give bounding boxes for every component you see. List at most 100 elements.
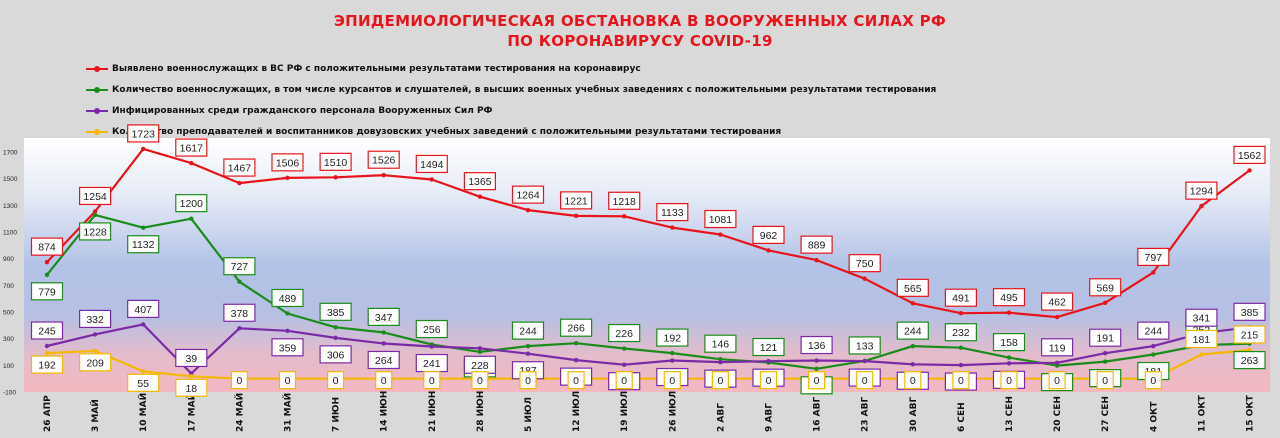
series-preuniversity-data-label: 0 <box>375 371 393 390</box>
series-students-point <box>141 225 146 230</box>
x-tick-label: 6 СЕН <box>957 402 967 432</box>
series-students-data-label: 244 <box>511 321 545 340</box>
svg-text:39: 39 <box>185 353 197 365</box>
svg-text:306: 306 <box>327 349 345 361</box>
series-detected-data-label: 750 <box>848 254 881 273</box>
series-civilians-point <box>1006 361 1012 366</box>
series-detected-point <box>92 209 98 214</box>
series-students-data-label: 121 <box>752 337 785 357</box>
legend-label-students: Количество военнослужащих, в том числе к… <box>112 85 937 95</box>
svg-text:1132: 1132 <box>132 239 155 251</box>
series-students-point <box>477 349 483 355</box>
svg-text:727: 727 <box>231 261 249 273</box>
series-preuniversity-point <box>44 350 50 356</box>
svg-text:385: 385 <box>327 307 345 319</box>
series-detected-data-label: 1723 <box>127 124 160 143</box>
svg-text:1221: 1221 <box>564 195 588 207</box>
series-civilians-data-label: 378 <box>223 303 256 322</box>
series-preuniversity-point <box>1199 352 1204 357</box>
series-students-data-label: 226 <box>608 323 641 343</box>
svg-text:0: 0 <box>910 375 916 387</box>
series-detected-data-label: 491 <box>944 288 978 307</box>
chart-title-line-2: ПО КОРОНАВИРУСУ COVID-19 <box>507 32 773 50</box>
x-tick-label: 28 ИЮН <box>476 391 486 432</box>
legend-swatch-civilians <box>86 108 108 114</box>
series-detected-point <box>1103 300 1108 305</box>
svg-text:158: 158 <box>1000 337 1018 349</box>
series-civilians-point <box>381 341 386 346</box>
series-students-data-label: 489 <box>271 288 304 308</box>
svg-text:1494: 1494 <box>420 159 444 171</box>
legend-item-preuniversity: Количество преподавателей и воспитаннико… <box>86 123 936 141</box>
series-students-data-label: 244 <box>896 321 929 340</box>
series-detected-data-label: 569 <box>1089 278 1122 297</box>
svg-text:1526: 1526 <box>372 155 396 167</box>
series-civilians-point <box>766 359 771 364</box>
legend-item-students: Количество военнослужащих, в том числе к… <box>86 81 936 99</box>
svg-text:121: 121 <box>760 342 778 354</box>
series-students-data-label: 232 <box>944 323 978 342</box>
svg-text:1254: 1254 <box>83 191 107 203</box>
svg-text:1200: 1200 <box>180 198 204 210</box>
svg-text:0: 0 <box>236 375 242 387</box>
series-detected-data-label: 874 <box>30 237 64 256</box>
svg-text:192: 192 <box>664 333 682 345</box>
series-students-point <box>622 346 627 351</box>
svg-text:889: 889 <box>808 240 826 252</box>
series-students-data-label: 347 <box>367 307 400 326</box>
y-tick-label: 300 <box>3 336 14 343</box>
series-students-point <box>1103 359 1108 364</box>
series-detected-data-label: 1264 <box>511 185 545 204</box>
series-detected-point <box>573 213 579 219</box>
svg-text:0: 0 <box>1006 375 1012 387</box>
series-civilians-point <box>814 358 819 363</box>
series-civilians-point <box>1103 351 1108 356</box>
svg-text:1294: 1294 <box>1190 186 1214 198</box>
svg-text:385: 385 <box>1241 307 1259 319</box>
series-detected-point <box>237 180 242 186</box>
series-detected-data-label: 962 <box>752 225 785 244</box>
svg-text:359: 359 <box>279 342 297 354</box>
series-students-point <box>381 330 386 335</box>
svg-text:491: 491 <box>952 293 970 305</box>
svg-text:569: 569 <box>1096 282 1114 294</box>
legend-label-preuniversity: Количество преподавателей и воспитаннико… <box>112 127 782 137</box>
series-detected-data-label: 1365 <box>463 172 496 191</box>
series-detected-point <box>670 225 675 230</box>
svg-text:181: 181 <box>1193 334 1211 346</box>
series-detected-data-label: 495 <box>992 288 1026 307</box>
svg-text:1723: 1723 <box>132 128 156 140</box>
svg-text:407: 407 <box>134 304 152 316</box>
series-civilians-point <box>237 326 242 331</box>
svg-text:215: 215 <box>1241 330 1259 342</box>
x-tick-label: 23 АВГ <box>861 397 871 432</box>
svg-text:1218: 1218 <box>613 196 637 208</box>
chart-title-line-1: ЭПИДЕМИОЛОГИЧЕСКАЯ ОБСТАНОВКА В ВООРУЖЕН… <box>333 12 947 30</box>
series-detected-data-label: 1254 <box>78 186 112 206</box>
series-civilians-data-label: 228 <box>463 355 496 374</box>
svg-text:378: 378 <box>231 308 249 320</box>
series-civilians-data-label: 385 <box>1233 302 1266 321</box>
series-civilians-point <box>525 351 531 356</box>
series-detected-point <box>189 160 194 166</box>
y-tick-label: -100 <box>3 390 16 397</box>
series-civilians-point <box>333 335 338 341</box>
series-civilians-line <box>46 323 1250 375</box>
series-preuniversity-data-label: 0 <box>519 371 537 390</box>
svg-text:119: 119 <box>1049 342 1066 354</box>
svg-text:55: 55 <box>137 378 149 390</box>
svg-text:266: 266 <box>567 323 585 335</box>
series-preuniversity-data-label: 55 <box>127 373 160 392</box>
series-civilians-point <box>141 322 146 327</box>
series-preuniversity-data-label: 0 <box>904 371 922 390</box>
svg-text:0: 0 <box>621 375 627 387</box>
series-detected-point <box>1006 310 1012 315</box>
svg-text:0: 0 <box>525 375 531 387</box>
series-civilians-point <box>1054 360 1060 365</box>
series-civilians-point <box>670 358 675 363</box>
svg-text:779: 779 <box>38 286 56 298</box>
series-students-data-label: 133 <box>848 336 881 355</box>
svg-text:0: 0 <box>814 375 820 387</box>
x-tick-label: 21 ИЮН <box>428 391 438 432</box>
